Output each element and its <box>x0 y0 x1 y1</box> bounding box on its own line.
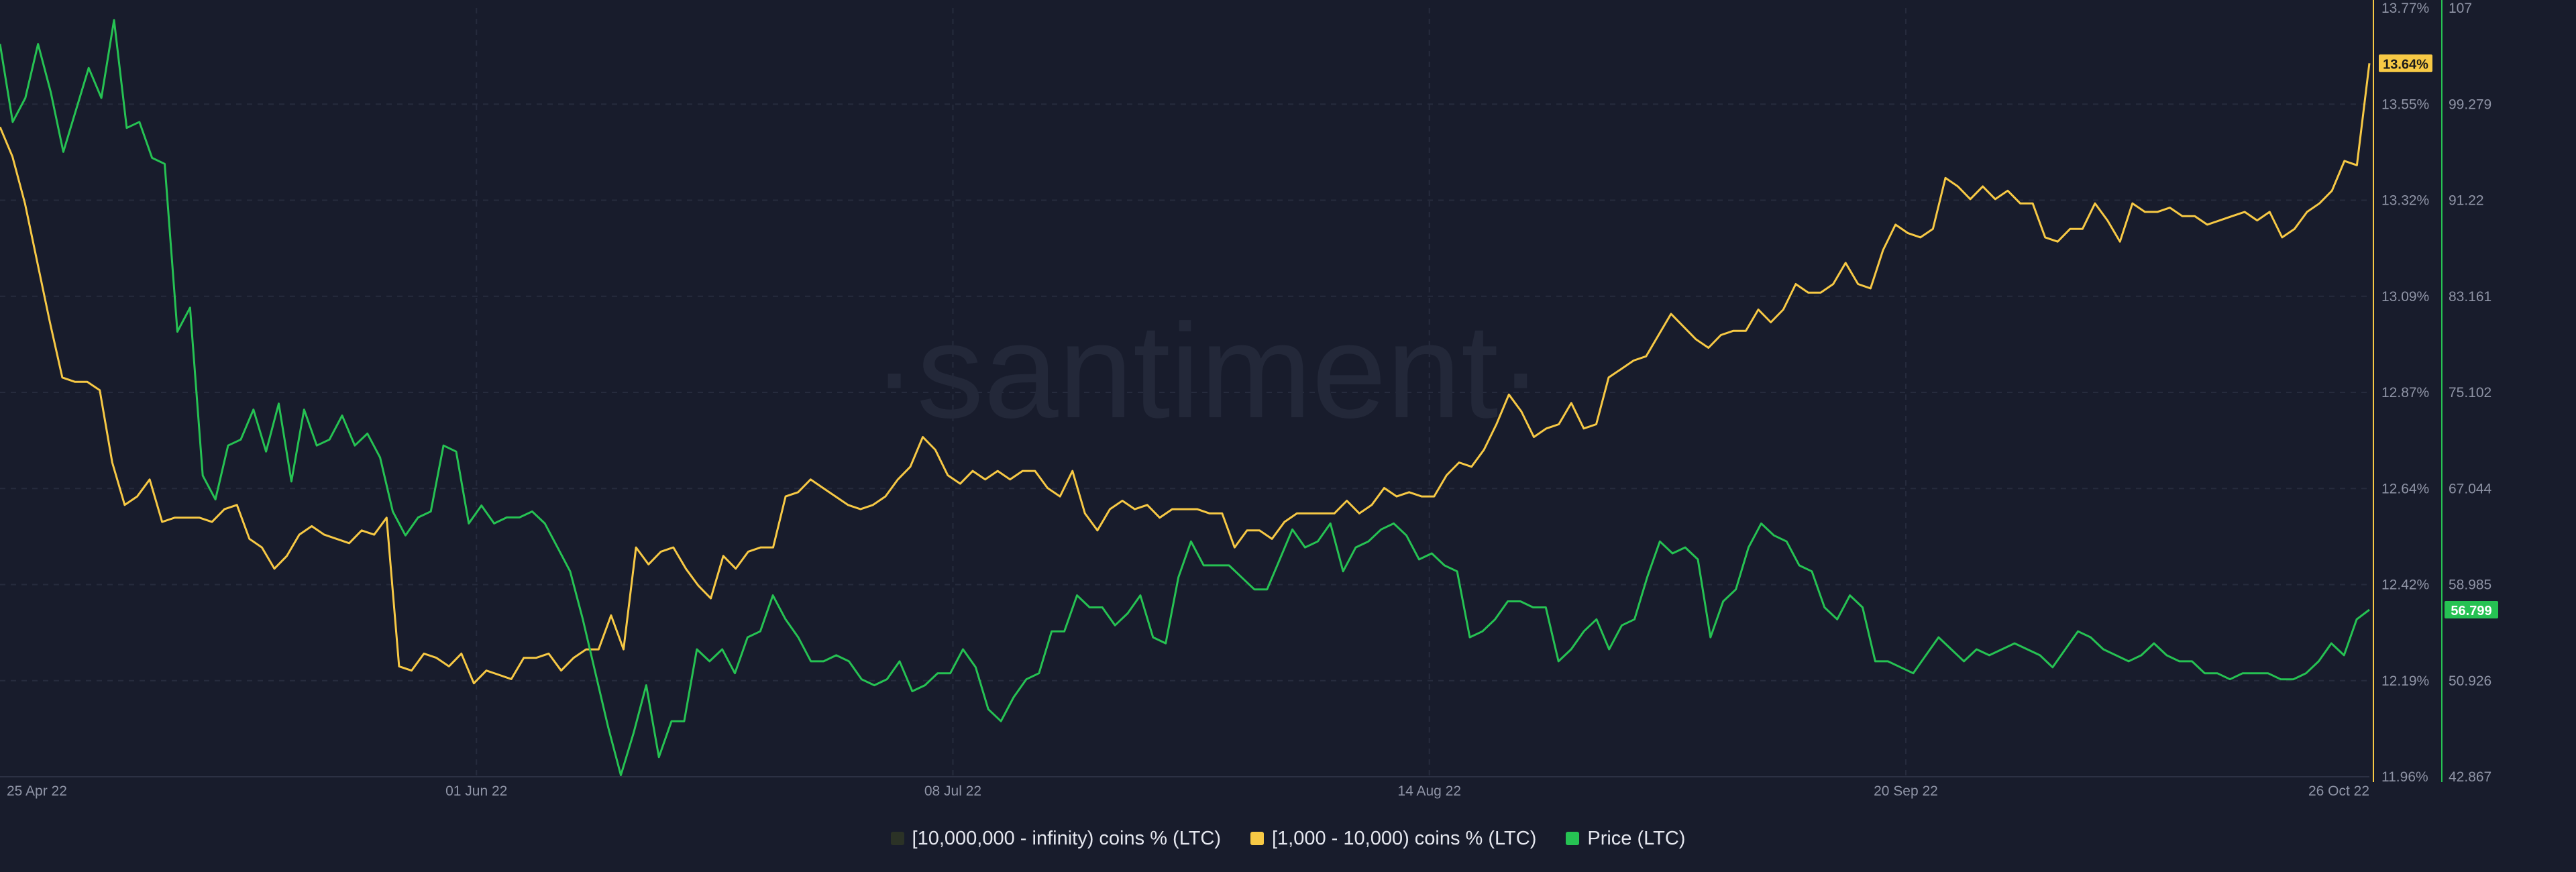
series-line-mid-holders <box>0 63 2371 685</box>
x-tick-label: 26 Oct 22 <box>2308 783 2369 799</box>
right-y-tick-label: 75.102 <box>2449 385 2491 400</box>
x-tick-label: 08 Jul 22 <box>924 783 981 799</box>
chart-legend: [10,000,000 - infinity) coins % (LTC) [1… <box>0 820 2576 857</box>
x-axis-ticks: 25 Apr 22 01 Jun 22 08 Jul 22 14 Aug 22 20 S… <box>7 783 2369 799</box>
axes <box>0 0 2443 782</box>
right-y-tick-label: 58.985 <box>2449 578 2491 593</box>
right-y-tick-label: 99.279 <box>2449 97 2491 112</box>
left-y-tick-label: 13.77% <box>2381 1 2429 16</box>
x-tick-label: 25 Apr 22 <box>7 783 67 799</box>
right-y-tick-label: 67.044 <box>2449 481 2492 496</box>
left-y-tick-label: 11.96% <box>2381 769 2428 785</box>
x-tick-label: 14 Aug 22 <box>1397 783 1461 799</box>
current-value-badge-right-bg <box>2445 601 2498 619</box>
legend-label-large-holders: [10,000,000 - infinity) coins % (LTC) <box>912 827 1221 849</box>
left-y-tick-label: 13.09% <box>2381 289 2429 305</box>
left-y-axis-ticks: 13.77% 13.55% 13.32% 13.09% 12.87% 12.64% 12.4… <box>2381 1 2429 785</box>
right-y-tick-label: 107 <box>2449 1 2472 16</box>
right-y-axis-ticks: 107 99.279 91.22 83.161 75.102 67.044 58.985 50… <box>2449 1 2492 785</box>
right-y-tick-label: 83.161 <box>2449 289 2491 305</box>
legend-item-large-holders[interactable]: [10,000,000 - infinity) coins % (LTC) <box>890 827 1221 850</box>
left-y-tick-label: 12.64% <box>2381 481 2429 496</box>
chart-grid <box>0 8 2369 777</box>
current-value-badge-right: 56.799 <box>2451 604 2491 618</box>
right-y-tick-label: 42.867 <box>2449 769 2491 785</box>
left-y-tick-label: 13.55% <box>2381 97 2429 112</box>
legend-swatch-price <box>1566 832 1580 845</box>
right-y-tick-label: 91.22 <box>2449 193 2484 209</box>
current-value-badge-left-bg <box>2379 54 2432 72</box>
left-y-tick-label: 12.42% <box>2381 578 2429 593</box>
x-tick-label: 01 Jun 22 <box>445 783 507 799</box>
left-y-tick-label: 12.19% <box>2381 673 2429 689</box>
legend-swatch-mid-holders <box>1250 832 1264 845</box>
x-tick-label: 20 Sep 22 <box>1874 783 1938 799</box>
legend-item-mid-holders[interactable]: [1,000 - 10,000) coins % (LTC) <box>1250 828 1536 850</box>
santiment-watermark: ·santiment· <box>872 296 1543 446</box>
series-line-price <box>0 19 2370 777</box>
legend-label-price: Price (LTC) <box>1587 827 1686 849</box>
right-y-tick-label: 50.926 <box>2449 673 2491 689</box>
left-y-tick-label: 12.87% <box>2381 385 2429 400</box>
series-lines <box>0 19 2371 777</box>
current-value-badge-left: 13.64% <box>2383 57 2428 72</box>
legend-swatch-large-holders <box>890 832 904 845</box>
legend-label-mid-holders: [1,000 - 10,000) coins % (LTC) <box>1271 827 1537 849</box>
left-y-tick-label: 13.32% <box>2381 193 2429 209</box>
legend-item-price[interactable]: Price (LTC) <box>1566 828 1685 850</box>
current-value-badges: 13.64% 56.799 <box>2379 54 2498 619</box>
